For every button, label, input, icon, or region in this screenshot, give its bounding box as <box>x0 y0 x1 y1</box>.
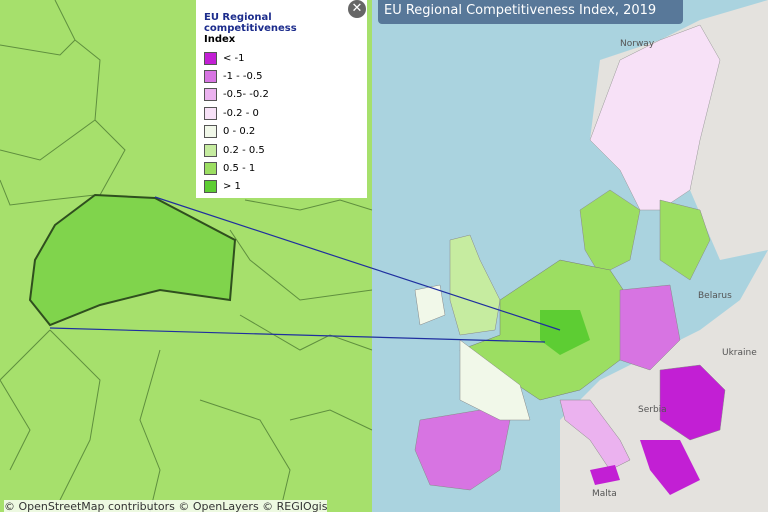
legend-label: 0.5 - 1 <box>223 163 256 175</box>
legend-subtitle: Index <box>204 34 236 45</box>
italy <box>559 399 631 471</box>
regions <box>579 189 711 281</box>
legend-item: -0.2 - 0 <box>204 104 359 122</box>
place-label: Malta <box>592 489 617 499</box>
place-label: Norway <box>620 39 655 49</box>
place-label: Belarus <box>698 291 732 301</box>
highlight-region <box>28 193 237 327</box>
close-button[interactable]: ✕ <box>348 0 366 18</box>
legend-items: < -1 -1 - -0.5 -0.5- -0.2 -0.2 - 0 0 - 0.2 0.… <box>204 49 359 196</box>
legend-label: 0 - 0.2 <box>223 126 256 138</box>
legend-label: > 1 <box>223 181 241 193</box>
map-title: EU Regional Competitiveness Index, 2019 <box>378 0 683 24</box>
place-label: Ukraine <box>722 348 757 358</box>
legend-item: > 1 <box>204 178 359 196</box>
sicily <box>590 465 620 485</box>
attribution: © OpenStreetMap contributors © OpenLayer… <box>4 500 328 513</box>
legend-item: 0 - 0.2 <box>204 123 359 141</box>
greece <box>640 440 700 495</box>
legend-label: < -1 <box>223 52 245 64</box>
legend-item: -0.5- -0.2 <box>204 86 359 104</box>
legend-swatch <box>204 125 217 139</box>
zoom-leader-lines <box>49 196 561 343</box>
legend-label: -0.5- -0.2 <box>223 89 269 101</box>
legend-swatch <box>204 51 217 65</box>
legend-label: -0.2 - 0 <box>223 107 259 119</box>
uk <box>449 234 501 336</box>
legend-item: < -1 <box>204 49 359 67</box>
legend-swatch <box>204 70 217 84</box>
poland <box>619 284 681 371</box>
legend-swatch <box>204 162 217 176</box>
legend-title: EU Regional competitiveness <box>204 12 297 34</box>
legend-label: -1 - -0.5 <box>223 71 263 83</box>
legend-swatch <box>204 88 217 102</box>
legend-item: -1 - -0.5 <box>204 67 359 85</box>
legend-swatch <box>204 106 217 120</box>
nordic <box>589 24 721 211</box>
legend-swatch <box>204 143 217 157</box>
core <box>540 310 590 355</box>
france <box>459 339 531 421</box>
southeast <box>659 364 726 441</box>
legend: EU Regional competitiveness Index < -1 -1… <box>196 0 367 198</box>
legend-label: 0.2 - 0.5 <box>223 144 265 156</box>
legend-item: 0.5 - 1 <box>204 159 359 177</box>
ireland <box>414 284 446 326</box>
legend-item: 0.2 - 0.5 <box>204 141 359 159</box>
place-label: Serbia <box>638 405 667 415</box>
zoom-borders <box>0 0 373 512</box>
legend-swatch <box>204 180 217 194</box>
